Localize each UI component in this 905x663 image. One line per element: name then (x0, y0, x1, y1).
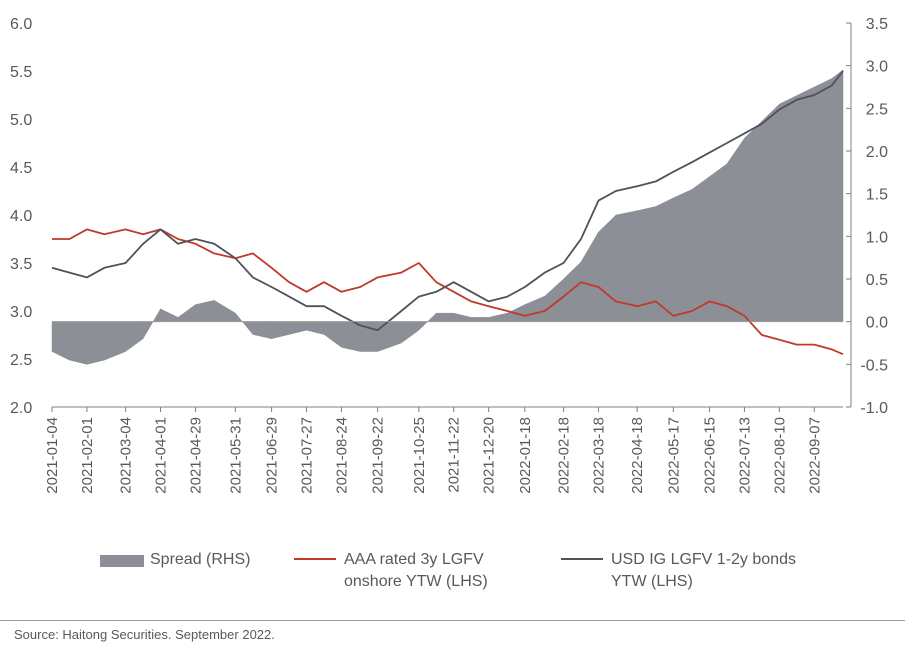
spread-area-segment (598, 214, 617, 322)
spread-area-segment (436, 312, 454, 322)
left-tick-label: 4.0 (10, 208, 32, 225)
spread-area-segment (235, 312, 254, 336)
spread-area-segment (341, 321, 361, 352)
spread-area-segment (814, 78, 833, 322)
right-tick-label: 0.0 (866, 315, 888, 332)
x-tick-label: 2021-05-31 (227, 417, 244, 494)
x-tick-label: 2021-10-25 (411, 417, 428, 494)
spread-area-segment (195, 300, 215, 322)
x-tick-label: 2021-01-04 (44, 417, 61, 494)
x-tick-label: 2021-06-29 (264, 417, 281, 494)
right-tick-label: -0.5 (860, 357, 888, 374)
x-tick-label: 2021-04-01 (153, 417, 170, 494)
x-tick-label: 2022-09-07 (806, 417, 823, 494)
x-tick-label: 2021-07-27 (299, 417, 316, 494)
spread-area-segment (761, 103, 780, 322)
x-tick-label: 2022-04-18 (629, 417, 646, 494)
left-tick-label: 5.5 (10, 64, 32, 81)
spread-area-segment (142, 307, 161, 340)
spread-area-segment (524, 295, 546, 322)
spread-area-segment (470, 317, 489, 322)
legend-swatch-usd (561, 558, 603, 560)
x-tick-label: 2021-11-22 (446, 417, 463, 493)
spread-area-segment (125, 321, 144, 353)
x-tick-label: 2021-08-24 (333, 417, 350, 494)
right-tick-label: 0.5 (866, 272, 888, 289)
left-tick-label: 6.0 (10, 16, 32, 33)
spread-area-segment (306, 321, 325, 335)
legend-label-spread: Spread (RHS) (150, 551, 251, 568)
x-tick-label: 2021-09-22 (370, 417, 387, 494)
x-tick-label: 2022-07-13 (736, 417, 753, 494)
spread-area-series (51, 69, 844, 365)
source-note: Source: Haitong Securities. September 20… (14, 627, 275, 642)
x-tick-label: 2022-06-15 (702, 417, 719, 494)
right-tick-label: -1.0 (860, 400, 888, 417)
right-tick-label: 3.0 (866, 59, 888, 76)
spread-area-segment (104, 321, 126, 361)
usd-ig-ytw-line (51, 70, 844, 332)
spread-area-segment (580, 231, 599, 322)
spread-area-segment (86, 321, 105, 365)
left-tick-label: 2.0 (10, 400, 32, 417)
right-tick-label: 2.0 (866, 144, 888, 161)
spread-area-segment (323, 321, 342, 348)
x-tick-label: 2022-02-18 (556, 417, 573, 494)
left-tick-label: 3.5 (10, 256, 32, 273)
right-tick-label: 2.5 (866, 101, 888, 118)
left-tick-label: 3.0 (10, 304, 32, 321)
spread-area-segment (252, 321, 272, 340)
spread-area-segment (288, 321, 307, 335)
spread-area-segment (488, 312, 508, 322)
x-tick-label: 2022-03-18 (590, 417, 607, 494)
left-tick-label: 5.0 (10, 112, 32, 129)
legend-swatch-spread (100, 555, 144, 567)
spread-area-segment (779, 95, 798, 322)
x-tick-label: 2022-05-17 (665, 417, 682, 494)
left-tick-label: 2.5 (10, 352, 32, 369)
x-tick-label: 2022-08-10 (771, 417, 788, 494)
aaa-onshore-ytw-line (52, 228, 844, 356)
x-tick-label: 2021-02-01 (79, 417, 96, 494)
right-tick-label: 3.5 (866, 16, 888, 33)
spread-area-segment (213, 299, 236, 322)
spread-area-segment (51, 321, 70, 361)
spread-area-segment (271, 321, 290, 340)
spread-area-segment (744, 120, 763, 322)
spread-area-segment (453, 312, 472, 322)
legend-label-aaa: AAA rated 3y LGFV onshore YTW (LHS) (344, 551, 488, 590)
left-tick-label: 4.5 (10, 160, 32, 177)
x-tick-label: 2022-01-18 (517, 417, 534, 494)
spread-area-segment (69, 321, 88, 365)
spread-area-segment (673, 189, 693, 322)
legend-swatch-spread-rect (100, 555, 144, 567)
spread-area-segment (563, 261, 582, 322)
legend-label-usd: USD IG LGFV 1-2y bonds YTW (LHS) (611, 551, 796, 590)
source-divider (0, 620, 905, 621)
right-tick-label: 1.5 (866, 187, 888, 204)
spread-area-segment (160, 308, 179, 322)
tick-labels: 2.0 2.5 3.0 3.5 4.0 4.5 5.0 5.5 6.0 -1.0 -0.5 0.0 0.… (10, 16, 888, 494)
spread-area-segment (691, 176, 710, 322)
axes (51, 22, 852, 412)
spread-area-segment (831, 69, 844, 322)
line-series (51, 70, 844, 356)
spread-area-segment (177, 304, 196, 322)
spread-area-segment (544, 278, 564, 322)
right-tick-label: 1.0 (866, 229, 888, 246)
x-tick-label: 2021-04-29 (187, 417, 204, 494)
x-tick-label: 2021-12-20 (481, 417, 498, 494)
spread-area-segment (726, 137, 745, 322)
x-tick-label: 2021-03-04 (118, 417, 135, 494)
spread-area-segment (709, 163, 728, 322)
spread-area-segment (796, 86, 815, 322)
legend-swatch-aaa (294, 558, 336, 560)
spread-area-segment (401, 321, 420, 344)
